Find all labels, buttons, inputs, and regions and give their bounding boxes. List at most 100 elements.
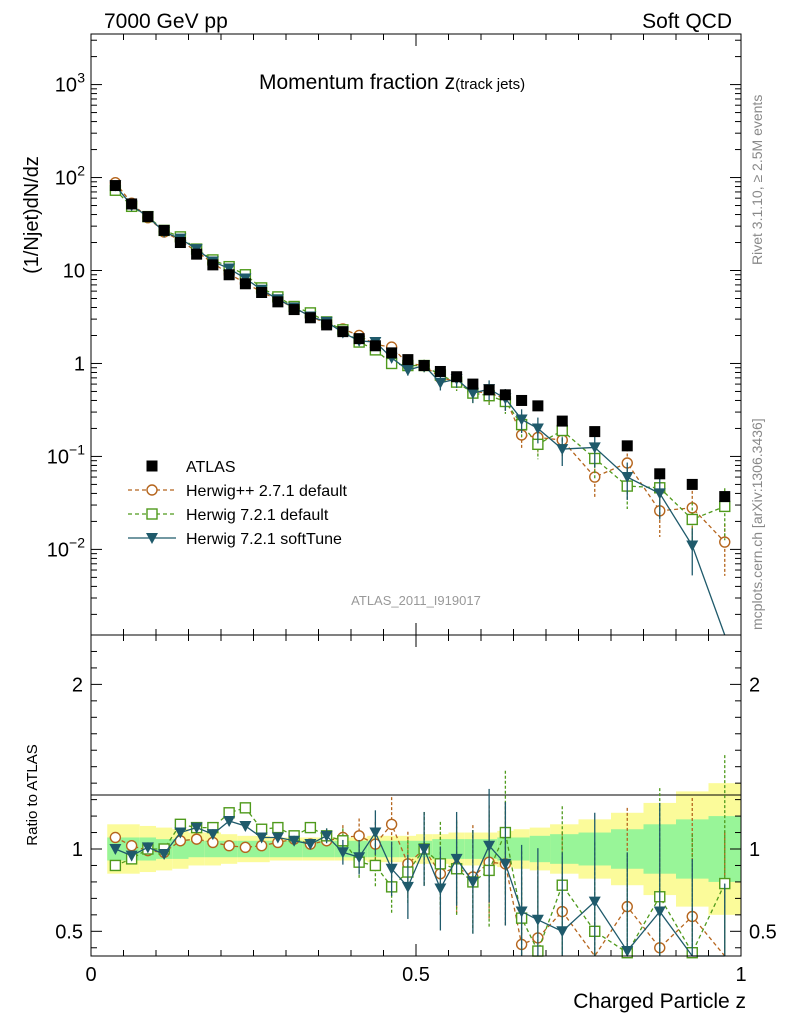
ratio-point [499, 858, 512, 870]
header-left: 7000 GeV pp [104, 10, 228, 33]
ratio-x-ticks: 0 0.5 1 [85, 635, 747, 986]
legend-marker [146, 484, 158, 496]
ratio-point [531, 914, 544, 926]
ratio-band-inner [550, 834, 579, 864]
ratio-point [385, 818, 398, 831]
ratio-band-inner [286, 840, 303, 858]
ratio-point [239, 802, 252, 814]
y-tick-label: 10 [55, 75, 77, 97]
data-point [516, 394, 528, 406]
mcplots-reference-label: mcplots.cern.ch [arXiv:1306.3436] [749, 418, 765, 630]
x-tick-label: 0 [85, 964, 96, 986]
data-point [621, 472, 634, 484]
data-point [719, 491, 731, 503]
y-tick-label: 10 [63, 261, 85, 283]
data-point [686, 540, 699, 552]
ratio-band-inner [188, 840, 205, 858]
rivet-version-label: Rivet 3.1.10, ≥ 2.5M events [749, 95, 765, 265]
ratio-point [190, 833, 203, 845]
data-point [499, 389, 511, 401]
data-point [288, 304, 300, 316]
y-tick-label-exponent: −1 [69, 441, 85, 457]
ratio-y-ticks: 0.5 0.5 1 1 2 2 [55, 650, 777, 949]
ratio-point [174, 827, 187, 839]
data-point [272, 296, 284, 308]
ratio-point [109, 859, 122, 872]
ratio-point [288, 835, 301, 847]
data-point [369, 340, 381, 352]
ratio-point [483, 840, 496, 852]
data-point [239, 278, 251, 290]
data-point [401, 365, 414, 377]
data-point [653, 488, 666, 500]
y-tick-label: 10 [47, 446, 69, 468]
legend-marker [146, 508, 158, 520]
ratio-point [190, 822, 203, 834]
ratio-series [109, 755, 731, 959]
ratio-point [466, 876, 479, 888]
data-point [531, 423, 544, 435]
data-point [207, 259, 219, 271]
legend-marker [146, 533, 158, 544]
y-tick-label-exponent: 2 [77, 163, 85, 179]
data-point [588, 442, 601, 454]
data-point [109, 180, 121, 192]
y-tick-label: 10 [47, 539, 69, 561]
data-point [434, 377, 447, 389]
y-tick-label: 10 [55, 168, 77, 190]
data-point [126, 198, 138, 210]
ratio-series-2 [109, 788, 726, 958]
ratio-point [223, 816, 236, 828]
data-point [386, 347, 398, 359]
header-right: Soft QCD [642, 10, 732, 33]
ratio-panel: 0.5 0.51 12 2 0 0.5 1 Ratio to ATLAS Charged … [24, 634, 777, 1013]
legend-label: Herwig 7.2.1 softTune [186, 531, 342, 548]
ratio-point [125, 850, 138, 862]
ratio-y-tick-label-right: 0.5 [749, 921, 777, 943]
data-point [654, 468, 666, 480]
ratio-point [353, 830, 365, 842]
data-point [353, 333, 365, 345]
data-point [223, 269, 235, 281]
data-point [466, 388, 479, 400]
ratio-point [223, 840, 235, 852]
ratio-point [621, 946, 634, 958]
ratio-y-tick-label: 0.5 [55, 921, 83, 943]
ratio-point [141, 842, 154, 854]
ratio-point [385, 863, 398, 875]
ratio-point [158, 848, 171, 860]
ratio-point [304, 821, 317, 834]
ratio-point [418, 844, 431, 855]
data-point [532, 400, 544, 412]
data-point [304, 312, 316, 324]
ratio-point [588, 896, 601, 908]
data-point [434, 365, 446, 377]
x-axis-label: Charged Particle z [573, 990, 746, 1013]
ratio-y-axis-label: Ratio to ATLAS [24, 744, 41, 845]
series-atlas [109, 180, 731, 503]
ratio-point [515, 906, 528, 918]
ratio-point [239, 820, 252, 832]
y-tick-label-exponent: −2 [69, 534, 85, 550]
data-point [451, 371, 463, 383]
ratio-point [353, 852, 366, 864]
ratio-band-inner [529, 835, 551, 863]
ratio-y-tick-label: 2 [72, 674, 83, 696]
ratio-point [206, 829, 219, 841]
data-point [467, 378, 479, 390]
data-point [142, 211, 154, 223]
ratio-y-tick-label-right: 2 [749, 674, 760, 696]
analysis-watermark: ATLAS_2011_I919017 [351, 593, 481, 608]
ratio-band-inner [318, 840, 335, 858]
ratio-point [271, 832, 284, 844]
data-point [321, 319, 333, 331]
ratio-point [109, 844, 122, 855]
ratio-point [304, 839, 317, 851]
data-point [191, 248, 203, 260]
main-y-axis-label: (1/Njet)dN/dz [21, 156, 43, 274]
x-tick-label: 1 [735, 964, 746, 986]
ratio-point [336, 847, 349, 859]
series-line [114, 185, 726, 636]
